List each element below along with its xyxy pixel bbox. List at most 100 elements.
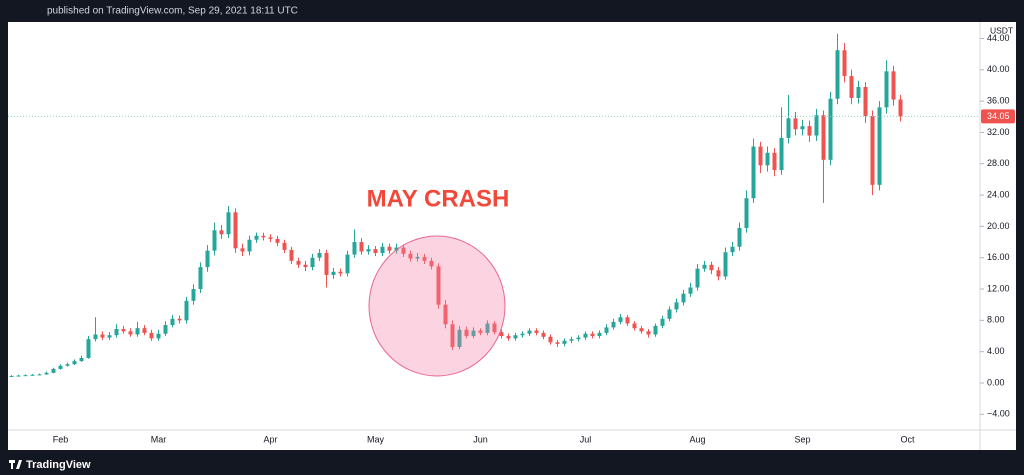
candle-body [93,334,98,340]
candle-body [128,331,133,335]
candle-body [611,321,616,328]
annotation: MAY CRASH [367,185,510,212]
candle-body [198,267,203,290]
candle-body [583,333,588,338]
candle-body [366,249,371,252]
x-tick-label: Mar [151,434,167,444]
y-tick-label: 24.00 [987,189,1010,199]
candle-body [534,330,539,333]
candle-body [9,375,14,377]
candle-body [191,289,196,301]
candle-body [751,146,756,199]
candle-body [597,332,602,337]
candle-body [429,260,434,267]
candle-body [37,374,42,376]
candle-body [324,253,329,275]
candle-body [506,336,511,339]
candle-body [737,227,742,247]
x-tick-label: Aug [689,434,705,444]
candle-body [870,115,875,185]
last-price-label: 34.05 [987,111,1010,121]
candle-body [240,248,245,252]
candle-body [485,323,490,333]
candle-body [681,293,686,303]
candle-body [639,328,644,332]
logo-mark [11,460,13,469]
candle-body [527,330,532,334]
candle-body [247,239,252,252]
candle-body [821,115,826,160]
y-tick-label: 8.00 [987,315,1005,325]
candle-body [667,309,672,319]
y-tick-label: 32.00 [987,127,1010,137]
logo-mark [16,460,22,469]
candle-body [163,325,168,334]
x-tick-label: Jul [580,434,592,444]
candle-body [289,249,294,261]
candle-body [114,328,119,336]
candle-body [513,335,518,339]
candle-body [884,71,889,108]
x-tick-label: Sep [794,434,810,444]
candle-body [660,318,665,326]
y-tick-label: 36.00 [987,95,1010,105]
candle-body [415,256,420,259]
candle-body [310,257,315,268]
candle-body [443,304,448,325]
x-tick-label: Apr [263,434,277,444]
candle-body [401,247,406,254]
candle-body [44,372,49,375]
candle-body [646,331,651,335]
candle-body [142,328,147,333]
candle-body [877,107,882,185]
candle-body [233,212,238,249]
candle-body [562,340,567,344]
candle-body [65,364,70,366]
candle-body [72,361,77,365]
candle-body [107,335,112,338]
candle-body [331,271,336,275]
candle-body [765,152,770,166]
candle-body [471,330,476,337]
candle-body [520,333,525,336]
candle-body [387,246,392,251]
candle-body [569,339,574,341]
y-tick-label: 16.00 [987,252,1010,262]
currency-label: USDT [990,25,1013,35]
candle-body [772,152,777,171]
x-tick-label: Feb [53,434,69,444]
candle-body [86,339,91,358]
candle-body [345,254,350,274]
candle-body [674,302,679,310]
candle-body [338,271,343,274]
candle-body [590,333,595,337]
candle-body [30,374,35,376]
candle-body [380,246,385,254]
candle-body [716,270,721,277]
candle-body [261,235,266,238]
candle-body [492,323,497,333]
candle-body [499,332,504,337]
candle-body [779,137,784,171]
candle-body [23,375,28,377]
candle-body [58,365,63,369]
candle-body [576,337,581,340]
last-price-tag [981,109,1015,124]
candle-body [212,230,217,251]
candle-body [653,325,658,335]
x-tick-label: Jun [473,434,488,444]
publish-note: published on TradingView.com, Sep 29, 20… [47,6,298,17]
candle-body [450,324,455,347]
candle-body [555,342,560,344]
candle-body [702,264,707,269]
candle-body [604,327,609,333]
candle-body [835,50,840,99]
candle-body [373,249,378,254]
candle-body [807,126,812,136]
logo [9,460,22,469]
candle-body [16,375,21,377]
candle-body [856,86,861,98]
candle-body [275,238,280,243]
candle-body [548,336,553,343]
